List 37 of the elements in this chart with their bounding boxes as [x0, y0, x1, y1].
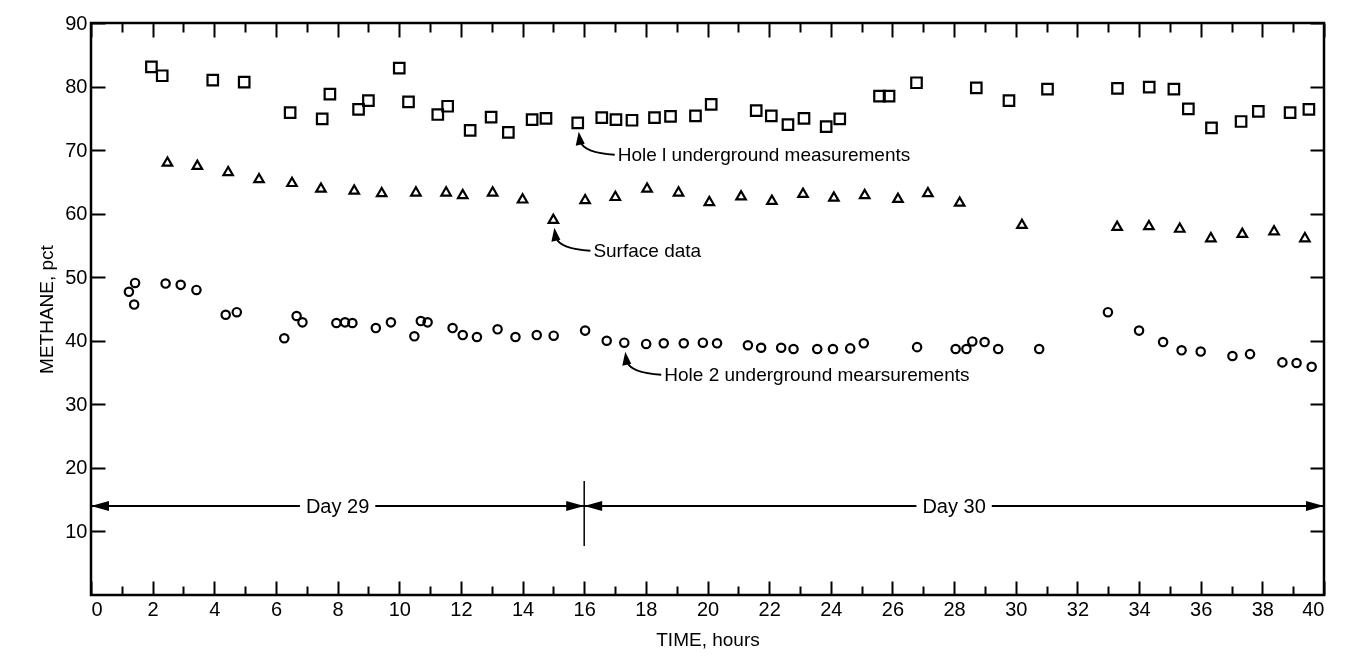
y-tick-label: 10: [65, 519, 88, 542]
x-tick-label: 34: [1128, 597, 1151, 620]
x-tick-label: 10: [388, 597, 411, 620]
y-tick-label: 70: [65, 138, 88, 161]
annotation: Hole 2 underground mearsurements: [664, 363, 970, 385]
x-tick-label: 20: [696, 597, 720, 620]
x-axis-title: TIME, hours: [656, 628, 760, 650]
x-tick-label: 6: [270, 597, 283, 620]
annotation: Day 29: [305, 495, 370, 518]
y-tick-label: 50: [65, 265, 88, 288]
x-tick-label: 24: [820, 597, 843, 620]
y-tick-label: 60: [65, 202, 88, 225]
x-tick-label: 26: [881, 597, 905, 620]
x-tick-label: 18: [635, 597, 658, 620]
x-tick-label: 36: [1190, 597, 1213, 620]
annotation: Day 30: [922, 495, 986, 518]
x-tick-label: 16: [573, 597, 596, 620]
x-tick-label: 30: [1005, 597, 1028, 620]
x-tick-label: 40: [1302, 597, 1325, 620]
y-tick-label: 20: [65, 456, 88, 479]
annotation: Surface data: [593, 239, 702, 261]
x-tick-label: 38: [1251, 597, 1274, 620]
y-tick-label: 90: [65, 11, 88, 34]
x-tick-label: 28: [943, 597, 966, 620]
x-tick-label: 0: [91, 597, 103, 620]
x-tick-label: 32: [1066, 597, 1090, 620]
x-tick-label: 4: [209, 597, 221, 620]
annotation: Hole l underground measurements: [617, 143, 911, 165]
y-axis-title: METHANE, pct: [36, 244, 58, 374]
x-tick-label: 12: [450, 597, 473, 620]
y-tick-label: 80: [65, 75, 88, 98]
x-tick-label: 2: [147, 597, 159, 620]
x-tick-label: 8: [332, 597, 344, 620]
x-tick-label: 22: [758, 597, 781, 620]
x-tick-label: 14: [511, 597, 535, 620]
y-tick-label: 30: [65, 392, 88, 415]
y-tick-label: 40: [65, 329, 88, 352]
